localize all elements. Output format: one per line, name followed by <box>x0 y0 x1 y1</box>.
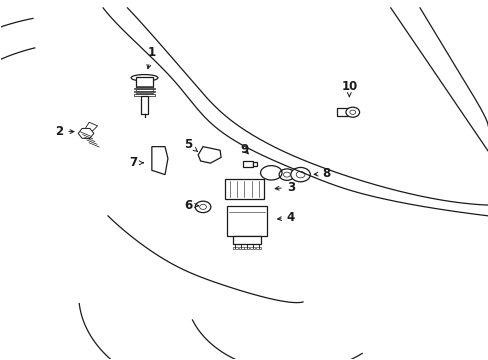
Text: 9: 9 <box>240 143 248 156</box>
Polygon shape <box>78 129 94 138</box>
Bar <box>232 247 237 249</box>
Circle shape <box>279 169 294 180</box>
Circle shape <box>290 167 310 182</box>
Bar <box>244 247 249 249</box>
Bar <box>252 162 256 166</box>
Polygon shape <box>85 122 98 132</box>
Bar <box>243 161 252 167</box>
Text: 3: 3 <box>275 181 294 194</box>
Bar <box>136 86 153 87</box>
Text: 8: 8 <box>314 167 330 180</box>
Text: 7: 7 <box>129 156 143 169</box>
Bar <box>224 179 264 199</box>
Circle shape <box>195 201 210 213</box>
Text: 6: 6 <box>184 199 198 212</box>
Bar <box>134 88 155 89</box>
Circle shape <box>349 110 355 114</box>
FancyBboxPatch shape <box>336 108 347 116</box>
Circle shape <box>199 204 206 210</box>
Bar <box>226 206 266 237</box>
Bar <box>256 247 261 249</box>
Text: 2: 2 <box>55 125 74 138</box>
Text: 1: 1 <box>147 46 156 69</box>
Ellipse shape <box>131 75 158 81</box>
Bar <box>136 93 153 94</box>
FancyBboxPatch shape <box>136 77 153 87</box>
Bar <box>233 237 260 244</box>
Text: 5: 5 <box>184 138 197 152</box>
Circle shape <box>283 172 290 177</box>
Bar <box>136 89 153 91</box>
Bar <box>134 91 155 93</box>
Bar <box>238 247 243 249</box>
Polygon shape <box>198 147 221 163</box>
Bar <box>141 96 148 114</box>
Circle shape <box>296 171 305 178</box>
Bar <box>250 247 255 249</box>
Polygon shape <box>152 147 167 175</box>
Text: 4: 4 <box>277 211 294 224</box>
Text: 10: 10 <box>341 80 357 96</box>
Bar <box>134 94 155 96</box>
Circle shape <box>345 107 359 117</box>
